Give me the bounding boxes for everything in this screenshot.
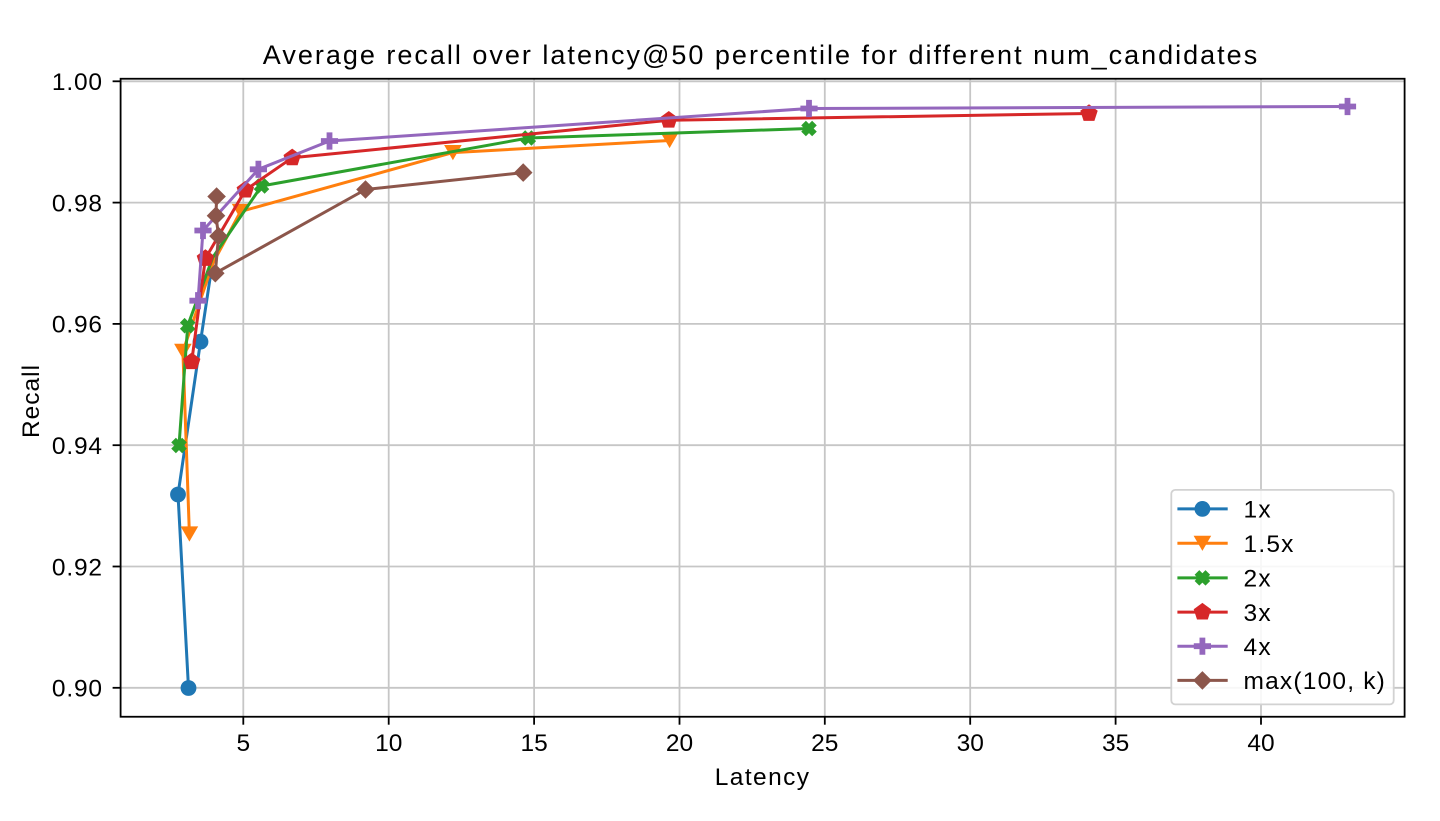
svg-text:max(100, k): max(100, k)	[1244, 668, 1387, 695]
svg-text:0.90: 0.90	[52, 676, 103, 703]
svg-text:4x: 4x	[1244, 634, 1272, 661]
svg-text:0.94: 0.94	[52, 433, 103, 460]
svg-text:10: 10	[375, 730, 402, 757]
svg-text:0.96: 0.96	[52, 312, 103, 339]
svg-text:40: 40	[1247, 730, 1274, 757]
svg-text:1.5x: 1.5x	[1244, 531, 1295, 558]
svg-text:Recall: Recall	[18, 364, 45, 438]
svg-text:0.92: 0.92	[52, 554, 103, 581]
svg-text:2x: 2x	[1244, 566, 1272, 593]
svg-text:1.00: 1.00	[52, 69, 103, 96]
svg-text:35: 35	[1102, 730, 1129, 757]
svg-text:1x: 1x	[1244, 497, 1272, 524]
svg-text:0.98: 0.98	[52, 190, 103, 217]
svg-text:20: 20	[666, 730, 693, 757]
svg-text:Latency: Latency	[715, 764, 811, 791]
svg-text:25: 25	[811, 730, 838, 757]
svg-text:5: 5	[236, 730, 250, 757]
svg-text:15: 15	[520, 730, 547, 757]
svg-text:3x: 3x	[1244, 600, 1272, 627]
svg-text:30: 30	[957, 730, 984, 757]
svg-text:Average recall over latency@50: Average recall over latency@50 percentil…	[263, 40, 1259, 70]
